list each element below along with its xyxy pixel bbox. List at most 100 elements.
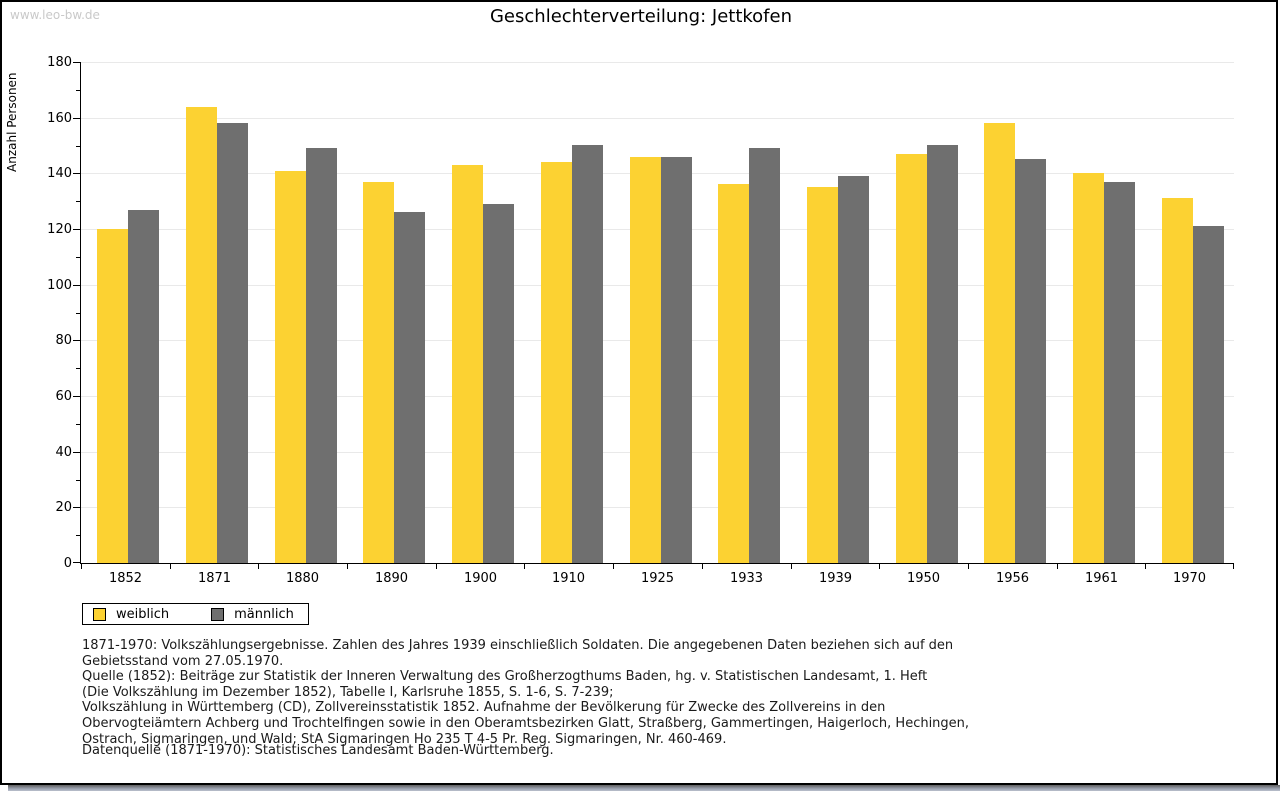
bar-männlich-1933 — [749, 148, 780, 563]
x-boundary-tick-1 — [170, 564, 171, 569]
bar-weiblich-1890 — [363, 182, 394, 563]
legend-label: männlich — [234, 606, 294, 622]
y-minor-tick-90 — [76, 312, 80, 314]
y-tick-80 — [73, 340, 80, 342]
legend-item-männlich: männlich — [211, 607, 294, 622]
bar-männlich-1871 — [217, 123, 248, 563]
bar-weiblich-1961 — [1073, 173, 1104, 563]
x-boundary-tick-0 — [81, 564, 82, 569]
bar-männlich-1910 — [572, 145, 603, 563]
y-tick-label-180: 180 — [47, 55, 72, 70]
y-minor-tick-150 — [76, 145, 80, 147]
y-minor-tick-170 — [76, 89, 80, 91]
y-tick-label-40: 40 — [55, 444, 72, 460]
bar-weiblich-1956 — [984, 123, 1015, 563]
footer-line-1: 1871-1970: Volkszählungsergebnisse. Zahl… — [82, 638, 954, 653]
legend-swatch-weiblich — [93, 607, 106, 621]
x-label-1939: 1939 — [818, 571, 853, 586]
site-watermark: www.leo-bw.de — [10, 8, 100, 22]
bar-weiblich-1880 — [275, 171, 306, 563]
x-boundary-tick-8 — [791, 564, 792, 569]
x-boundary-tick-4 — [436, 564, 437, 569]
y-minor-tick-130 — [76, 201, 80, 203]
y-minor-tick-30 — [76, 479, 80, 481]
y-tick-100 — [73, 284, 80, 286]
legend-box: weiblich männlich — [82, 603, 309, 625]
y-tick-160 — [73, 117, 80, 119]
footer-line-3: Quelle (1852): Beiträge zur Statistik de… — [82, 669, 928, 685]
y-tick-0 — [73, 562, 80, 563]
footer-line-5: Volkszählung in Württemberg (CD), Zollve… — [82, 700, 886, 716]
y-tick-60 — [73, 396, 80, 397]
bar-männlich-1852 — [128, 210, 159, 563]
x-boundary-tick-2 — [258, 564, 259, 569]
legend-label: weiblich — [116, 606, 170, 622]
bar-männlich-1890 — [394, 212, 425, 563]
y-tick-label-140: 140 — [47, 166, 72, 182]
x-label-1880: 1880 — [285, 571, 320, 586]
y-minor-tick-70 — [76, 368, 80, 370]
gridline-160 — [81, 117, 1234, 119]
x-boundary-tick-9 — [879, 564, 880, 569]
bar-männlich-1880 — [306, 148, 337, 563]
bar-weiblich-1970 — [1162, 198, 1193, 563]
footer-line-7: Ostrach, Sigmaringen, und Wald; StA Sigm… — [82, 731, 727, 747]
x-label-1910: 1910 — [551, 571, 586, 586]
y-tick-40 — [73, 451, 80, 453]
bar-männlich-1925 — [661, 157, 692, 563]
y-tick-label-20: 20 — [55, 500, 72, 516]
y-tick-label-0: 0 — [63, 556, 72, 571]
footer-line-4: (Die Volkszählung im Dezember 1852), Tab… — [82, 684, 614, 700]
datasource-note: Datenquelle (1871-1970): Statistisches L… — [82, 743, 554, 758]
bar-weiblich-1852 — [97, 229, 128, 563]
bar-weiblich-1900 — [452, 165, 483, 563]
y-tick-140 — [73, 173, 80, 175]
x-label-1933: 1933 — [729, 571, 764, 586]
x-boundary-tick-13 — [1233, 564, 1234, 569]
footer-notes: 1871-1970: Volkszählungsergebnisse. Zahl… — [82, 638, 1222, 747]
bar-männlich-1939 — [838, 176, 869, 563]
x-label-1900: 1900 — [463, 571, 498, 586]
y-minor-tick-10 — [76, 535, 80, 537]
footer-line-2: Gebietsstand vom 27.05.1970. — [82, 653, 284, 669]
y-minor-tick-110 — [76, 256, 80, 258]
y-axis-label: Anzahl Personen — [5, 72, 19, 172]
x-boundary-tick-11 — [1057, 564, 1058, 569]
x-boundary-tick-6 — [613, 564, 614, 569]
y-minor-tick-50 — [76, 423, 80, 425]
x-label-1950: 1950 — [906, 571, 941, 586]
gridline-180 — [81, 62, 1234, 63]
x-label-1852: 1852 — [108, 571, 143, 586]
x-label-1890: 1890 — [374, 571, 409, 586]
bar-männlich-1961 — [1104, 182, 1135, 563]
bar-männlich-1970 — [1193, 226, 1224, 563]
y-tick-180 — [73, 62, 80, 63]
x-label-1970: 1970 — [1172, 571, 1207, 586]
x-label-1871: 1871 — [197, 571, 232, 586]
plot-area: 0 20 40 60 80 100 120 140 160 180 1852 1871 1880 1890… — [47, 55, 1234, 586]
legend-swatch-männlich — [211, 607, 225, 621]
footer-line-6: Obervogteiämtern Achberg und Trochtelfin… — [82, 715, 970, 731]
page-drop-shadow — [8, 785, 1280, 791]
y-tick-20 — [73, 507, 80, 509]
bar-weiblich-1933 — [718, 184, 749, 563]
y-tick-120 — [73, 229, 80, 230]
bar-weiblich-1871 — [186, 107, 217, 563]
bar-weiblich-1910 — [541, 162, 572, 563]
y-tick-label-60: 60 — [55, 389, 72, 404]
x-boundary-tick-10 — [968, 564, 969, 569]
bar-männlich-1900 — [483, 204, 514, 563]
x-boundary-tick-12 — [1145, 564, 1146, 569]
y-tick-label-160: 160 — [47, 110, 72, 126]
bar-männlich-1950 — [927, 145, 958, 563]
x-boundary-tick-7 — [702, 564, 703, 569]
x-label-1961: 1961 — [1084, 571, 1119, 586]
y-tick-label-80: 80 — [55, 333, 72, 349]
x-boundary-tick-5 — [524, 564, 525, 569]
bar-weiblich-1950 — [896, 154, 927, 563]
x-boundary-tick-3 — [347, 564, 348, 569]
bar-weiblich-1925 — [630, 157, 661, 563]
legend-item-weiblich: weiblich — [93, 607, 169, 622]
bar-weiblich-1939 — [807, 187, 838, 563]
